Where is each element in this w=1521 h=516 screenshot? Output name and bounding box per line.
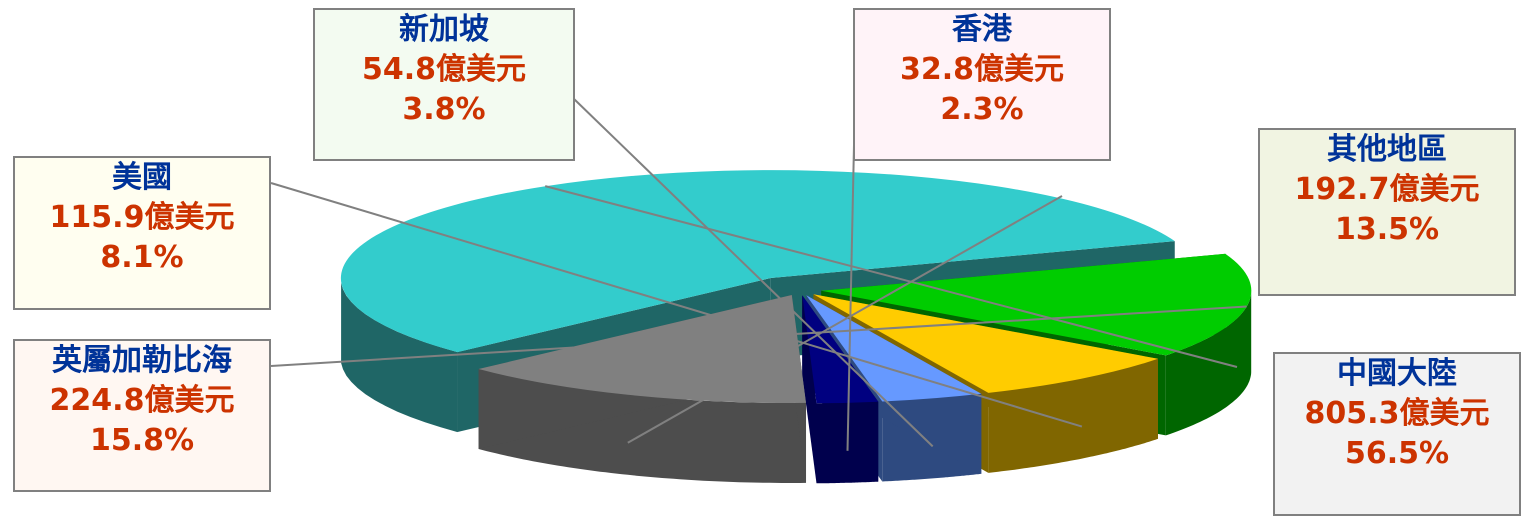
- leader-line-singapore: [572, 97, 934, 448]
- leader-line-bvi: [270, 305, 1247, 367]
- slice-label-other: 其他地區: [1327, 132, 1447, 167]
- slice-bvi: [821, 253, 1252, 356]
- callout-usa: 美國 115.9億美元 8.1%: [13, 156, 271, 310]
- slice-value-other: 192.7億美元: [1294, 172, 1480, 207]
- slice-percent-china: 56.5%: [1344, 436, 1450, 471]
- slice-label-hongkong: 香港: [952, 12, 1012, 47]
- callout-hongkong: 香港 32.8億美元 2.3%: [853, 8, 1111, 161]
- callout-other: 其他地區 192.7億美元 13.5%: [1258, 128, 1516, 296]
- slice-percent-hongkong: 2.3%: [940, 92, 1024, 127]
- slice-percent-usa: 8.1%: [100, 240, 184, 275]
- slice-value-china: 805.3億美元: [1304, 396, 1490, 431]
- slice-wall-bvi: [1165, 292, 1252, 436]
- slice-usa: [813, 294, 1158, 393]
- slice-label-usa: 美國: [112, 160, 172, 195]
- slice-percent-bvi: 15.8%: [89, 423, 195, 458]
- slice-value-usa: 115.9億美元: [49, 200, 235, 235]
- slice-label-singapore: 新加坡: [399, 12, 489, 47]
- callout-china: 中國大陸 805.3億美元 56.5%: [1273, 352, 1521, 516]
- callout-bvi: 英屬加勒比海 224.8億美元 15.8%: [13, 339, 271, 492]
- slice-percent-other: 13.5%: [1334, 212, 1440, 247]
- slice-percent-singapore: 3.8%: [402, 92, 486, 127]
- leader-line-other: [627, 195, 1063, 444]
- callout-singapore: 新加坡 54.8億美元 3.8%: [313, 8, 575, 161]
- leader-line-usa: [270, 182, 1083, 428]
- slice-label-bvi: 英屬加勒比海: [52, 343, 232, 378]
- slice-label-china: 中國大陸: [1337, 356, 1457, 391]
- slice-value-singapore: 54.8億美元: [361, 52, 527, 87]
- slice-other: [478, 295, 806, 403]
- slice-value-bvi: 224.8億美元: [49, 383, 235, 418]
- leader-line-china: [544, 185, 1238, 368]
- slice-china: [340, 170, 1175, 353]
- slice-value-hongkong: 32.8億美元: [899, 52, 1065, 87]
